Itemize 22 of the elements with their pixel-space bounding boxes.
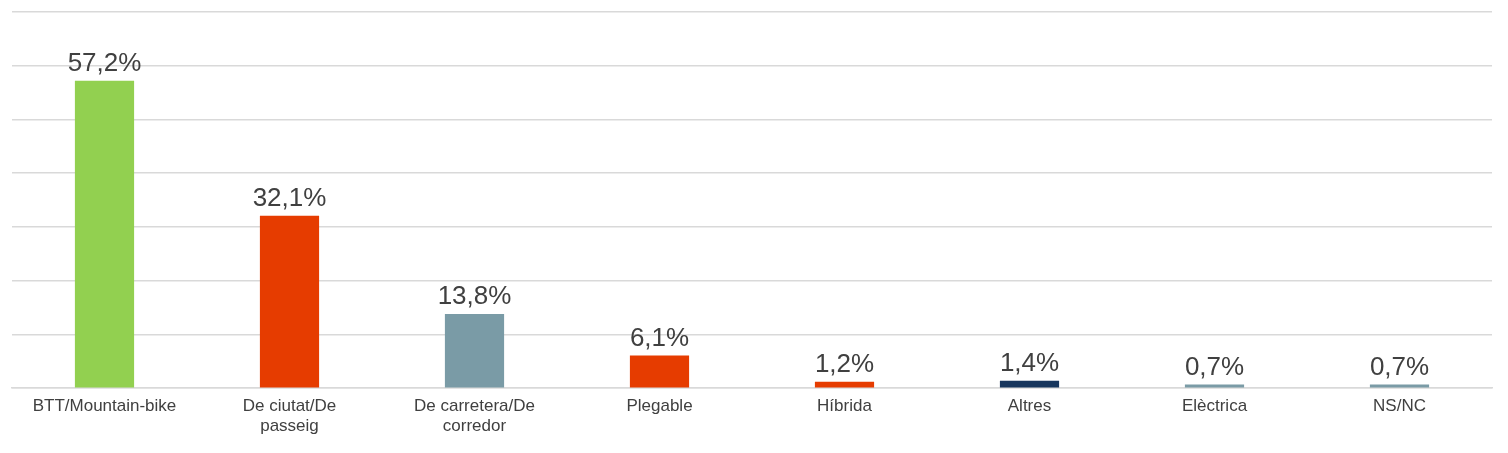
x-tick-label: Plegable xyxy=(626,396,693,416)
bar xyxy=(1184,384,1245,388)
data-label: 6,1% xyxy=(629,321,690,352)
x-tick-label: NS/NC xyxy=(1373,396,1426,416)
data-label: 32,1% xyxy=(252,181,327,212)
bar xyxy=(259,215,320,388)
x-tick-label: De ciutat/De passeig xyxy=(242,396,337,436)
bar xyxy=(74,80,135,388)
x-tick-label: Elèctrica xyxy=(1181,396,1248,416)
bar xyxy=(629,355,690,388)
x-tick-label: BTT/Mountain-bike xyxy=(32,396,177,416)
bar xyxy=(1369,384,1430,388)
data-label: 13,8% xyxy=(437,280,512,311)
data-label: 0,7% xyxy=(1369,350,1430,381)
data-label: 1,4% xyxy=(999,346,1060,377)
x-tick-label: Altres xyxy=(1007,396,1052,416)
x-tick-label: Híbrida xyxy=(817,396,873,416)
bar xyxy=(444,314,505,388)
data-label: 0,7% xyxy=(1184,350,1245,381)
data-label: 1,2% xyxy=(814,347,875,378)
data-label: 57,2% xyxy=(67,46,142,77)
x-tick-label: De carretera/De corredor xyxy=(414,396,535,436)
